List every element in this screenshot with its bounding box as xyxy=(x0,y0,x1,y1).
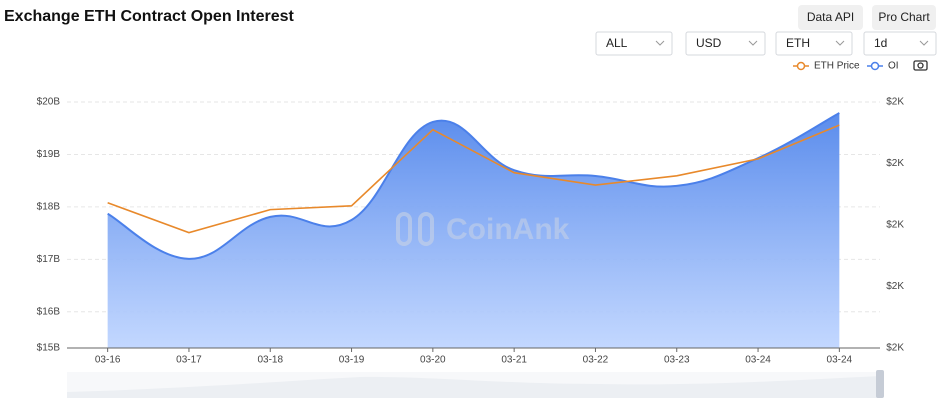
select-label[interactable]: ALL xyxy=(606,36,628,50)
select-label[interactable]: USD xyxy=(696,36,722,50)
legend-marker xyxy=(870,61,880,71)
select-chevron xyxy=(835,40,845,46)
oi-area xyxy=(107,113,840,348)
button-bg xyxy=(798,5,863,30)
select-box xyxy=(775,31,853,56)
y2-tick-label: $2K xyxy=(886,343,904,354)
legend-label[interactable]: OI xyxy=(888,61,899,72)
select-chevron xyxy=(655,40,665,46)
select-label[interactable]: 1d xyxy=(874,36,887,50)
x-tick-label: 03-22 xyxy=(583,355,609,366)
button-label[interactable]: Pro Chart xyxy=(878,10,930,24)
button-bg xyxy=(872,5,936,30)
select-box xyxy=(863,31,937,56)
y-tick-label: $18B xyxy=(37,202,61,213)
x-tick-label: 03-18 xyxy=(257,355,283,366)
y-tick-label: $19B xyxy=(37,149,61,160)
x-tick-label: 03-21 xyxy=(501,355,527,366)
x-tick-label: 03-16 xyxy=(95,355,121,366)
x-tick-label: 03-23 xyxy=(664,355,690,366)
legend-marker xyxy=(796,61,806,71)
y2-tick-label: $2K xyxy=(886,220,904,231)
button[interactable]: Data API xyxy=(798,5,863,30)
legend-item[interactable]: OI xyxy=(867,61,899,72)
y2-tick-label: $2K xyxy=(886,97,904,108)
page-title: Exchange ETH Contract Open Interest xyxy=(4,8,295,25)
select-box xyxy=(595,31,673,56)
select-box xyxy=(685,31,766,56)
y-tick-label: $16B xyxy=(37,306,61,317)
select-chevron xyxy=(919,40,929,46)
legend-label[interactable]: ETH Price xyxy=(814,61,860,72)
data-zoom[interactable] xyxy=(67,370,884,398)
camera-icon[interactable] xyxy=(913,60,928,71)
zoom-handle[interactable] xyxy=(876,370,884,398)
x-tick-label: 03-20 xyxy=(420,355,446,366)
y-tick-label: $17B xyxy=(37,254,61,265)
x-tick-label: 03-24 xyxy=(827,355,853,366)
chart: $20B $19B $18B $17B $16B $15B $2K $2K $2K $2K $2K 0… xyxy=(37,61,905,366)
select[interactable]: 1d xyxy=(863,31,937,56)
select[interactable]: ALL xyxy=(595,31,673,56)
legend-item[interactable]: ETH Price xyxy=(793,61,860,72)
watermark-logo xyxy=(396,212,434,246)
price-line xyxy=(107,124,840,234)
y-tick-label: $15B xyxy=(37,343,61,354)
y-tick-label: $20B xyxy=(37,97,61,108)
oi-line xyxy=(107,112,840,260)
x-tick-label: 03-24 xyxy=(745,355,771,366)
button[interactable]: Pro Chart xyxy=(872,5,936,30)
watermark: CoinAnk xyxy=(446,213,570,246)
y2-tick-label: $2K xyxy=(886,281,904,292)
x-tick-label: 03-19 xyxy=(339,355,365,366)
zoom-shadow xyxy=(67,376,880,398)
y2-tick-label: $2K xyxy=(886,158,904,169)
select[interactable]: ETH xyxy=(775,31,853,56)
x-tick-label: 03-17 xyxy=(176,355,202,366)
select[interactable]: USD xyxy=(685,31,766,56)
select-chevron xyxy=(748,40,758,46)
button-label[interactable]: Data API xyxy=(807,10,854,24)
select-group: ALL USD ETH 1d xyxy=(595,31,937,56)
select-label[interactable]: ETH xyxy=(786,36,810,50)
